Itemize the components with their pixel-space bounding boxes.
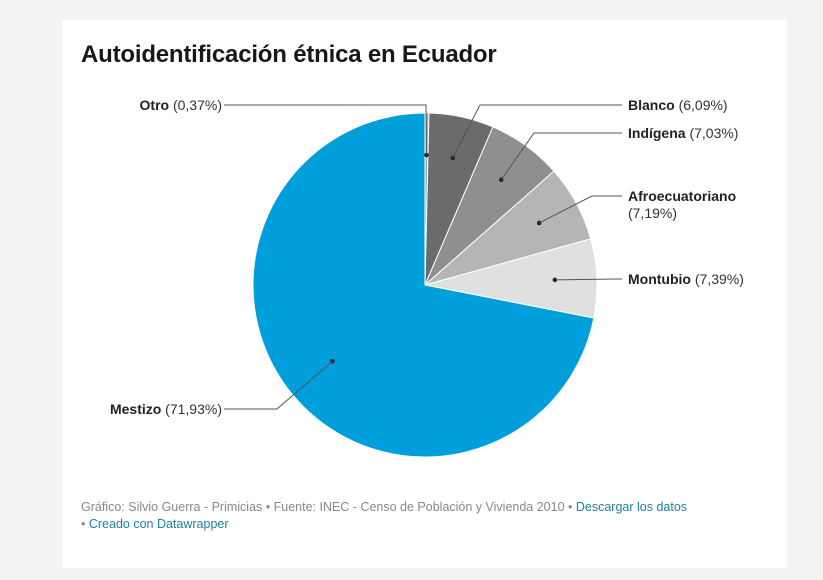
leader-line-blanco <box>452 104 622 159</box>
leader-dot-otro <box>424 152 429 158</box>
pie-chart: Otro (0,37%) Blanco (6,09%) Indígena (7,03… <box>110 97 744 458</box>
slice-label-otro: Otro (0,37%) <box>140 97 222 113</box>
footer-credit: Gráfico: Silvio Guerra - Primicias • Fue… <box>81 500 565 514</box>
leader-line-mestizo <box>224 360 333 410</box>
slice-label-montubio: Montubio (7,39%) <box>628 271 744 287</box>
leader-line-afroecuatoriano <box>539 195 622 224</box>
chart-title: Autoidentificación étnica en Ecuador <box>81 41 497 68</box>
leader-line-indígena <box>500 132 622 180</box>
slice-label-blanco: Blanco (6,09%) <box>628 97 728 113</box>
pie-slice-mestizo[interactable] <box>252 112 595 458</box>
leader-line-otro <box>224 104 428 156</box>
slice-label-mestizo: Mestizo (71,93%) <box>110 401 222 417</box>
chart-card: Autoidentificación étnica en Ecuador Otr… <box>62 20 787 568</box>
datawrapper-link[interactable]: Creado con Datawrapper <box>88 517 229 531</box>
footer-separator: • <box>564 500 576 514</box>
slice-label-indígena: Indígena (7,03%) <box>628 125 738 141</box>
slice-label-afroecuatoriano: Afroecuatoriano (7,19%) <box>628 188 736 221</box>
download-data-link[interactable]: Descargar los datos <box>575 500 688 514</box>
chart-footer: Gráfico: Silvio Guerra - Primicias • Fue… <box>81 499 761 533</box>
footer-separator-2: • <box>81 517 89 531</box>
leader-dot-montubio <box>552 277 558 283</box>
leader-line-montubio <box>554 278 622 281</box>
